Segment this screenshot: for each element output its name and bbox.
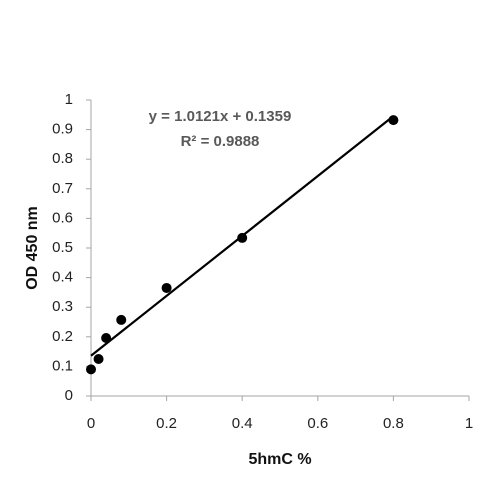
y-tick-label: 0.8: [52, 150, 73, 167]
y-axis-label: OD 450 nm: [24, 206, 41, 290]
x-tick-label: 0.6: [307, 415, 328, 432]
y-tick-label: 0.6: [52, 209, 73, 226]
data-point: [93, 354, 104, 364]
y-tick-label: 0.2: [52, 328, 73, 345]
x-axis-label: 5hmC %: [248, 451, 311, 468]
data-point: [161, 282, 172, 293]
y-tick-label: 0: [65, 387, 73, 404]
y-tick-label: 0.7: [52, 180, 73, 197]
x-tick-label: 0.2: [156, 415, 177, 432]
data-point: [101, 332, 112, 343]
y-tick-label: 0.4: [52, 269, 73, 286]
y-tick-label: 1: [65, 91, 73, 108]
data-point: [116, 314, 127, 325]
r-squared: R² = 0.9888: [181, 133, 260, 150]
x-tick-label: 0: [87, 415, 95, 432]
x-tick-label: 1: [465, 415, 473, 432]
y-tick-label: 0.9: [52, 121, 73, 138]
data-point: [237, 232, 248, 243]
data-point: [388, 115, 399, 126]
trendline-equation: y = 1.0121x + 0.1359: [149, 108, 292, 125]
data-point: [86, 364, 96, 375]
x-tick-label: 0.4: [232, 415, 253, 432]
y-tick-label: 0.5: [52, 239, 73, 256]
y-tick-label: 0.1: [52, 357, 73, 374]
y-tick-label: 0.3: [52, 298, 73, 315]
x-tick-label: 0.8: [383, 415, 404, 432]
